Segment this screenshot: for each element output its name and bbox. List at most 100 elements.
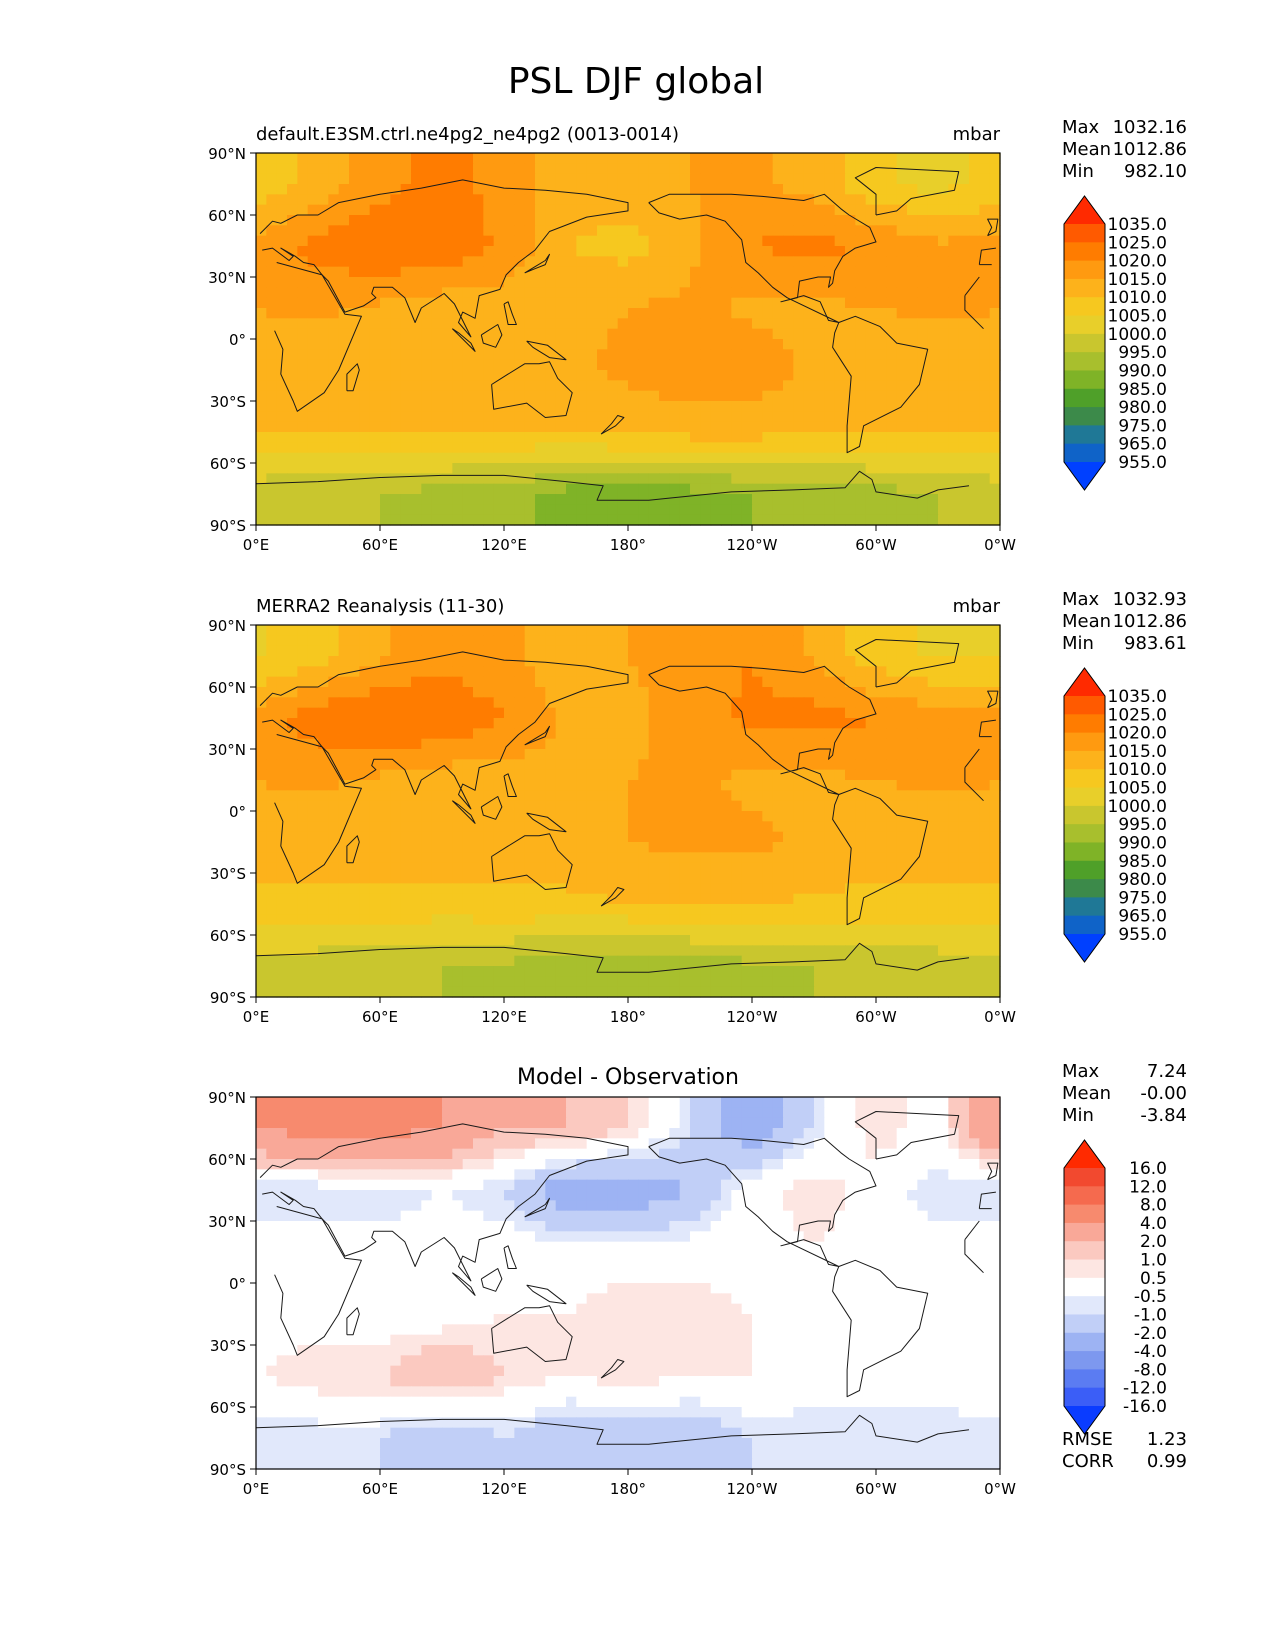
heatmap-cell: [772, 184, 784, 195]
heatmap-cell: [793, 184, 805, 195]
heatmap-cell: [535, 790, 546, 802]
heatmap-cell: [628, 442, 639, 454]
heatmap-cell: [979, 728, 991, 740]
heatmap-cell: [473, 904, 484, 915]
heatmap-cell: [276, 780, 288, 791]
heatmap-cell: [638, 153, 650, 164]
heatmap-cell: [287, 287, 298, 299]
heatmap-cell: [907, 287, 918, 299]
heatmap-cell: [752, 473, 763, 485]
heatmap-cell: [597, 297, 608, 309]
coastline: [274, 262, 984, 412]
heatmap-cell: [721, 421, 732, 433]
heatmap-cell: [741, 769, 753, 781]
heatmap-cell: [524, 452, 536, 464]
heatmap-cell: [493, 831, 505, 843]
heatmap-cell: [886, 380, 898, 392]
heatmap-cell: [876, 914, 887, 926]
heatmap-cell: [266, 194, 278, 206]
heatmap-cell: [648, 297, 660, 309]
heatmap-cell: [576, 318, 588, 330]
colorbar-extend-bottom: [1064, 462, 1105, 490]
heatmap-cell: [566, 194, 577, 206]
heatmap-cell: [762, 494, 774, 505]
heatmap-cell: [597, 380, 608, 392]
heatmap-cell: [638, 432, 650, 443]
heatmap-cell: [473, 883, 484, 895]
heatmap-cell: [752, 297, 763, 309]
heatmap-cell: [421, 204, 433, 216]
heatmap-cell: [731, 666, 743, 678]
heatmap-cell: [524, 287, 536, 299]
heatmap-cell: [690, 738, 701, 750]
heatmap-cell: [845, 883, 856, 895]
heatmap-cell: [431, 914, 443, 926]
heatmap-cell: [597, 935, 608, 946]
heatmap-cell: [793, 821, 805, 833]
heatmap-cell: [514, 390, 526, 402]
colorbar: 1035.01025.01020.01015.01010.01005.01000…: [1063, 195, 1167, 491]
heatmap-cell: [927, 173, 939, 185]
heatmap-cell: [710, 194, 722, 206]
heatmap-cell: [679, 635, 691, 647]
heatmap-cell: [917, 780, 929, 791]
heatmap-cell: [721, 676, 732, 688]
heatmap-cell: [607, 935, 619, 946]
heatmap-cell: [834, 687, 846, 698]
heatmap-cell: [628, 184, 639, 195]
heatmap-cell: [958, 225, 970, 237]
heatmap-cell: [679, 625, 691, 636]
heatmap-cell: [721, 359, 732, 371]
heatmap-cell: [576, 676, 588, 688]
heatmap-cell: [669, 153, 681, 164]
heatmap-cell: [607, 790, 619, 802]
heatmap-cell: [948, 401, 960, 412]
heatmap-cell: [752, 924, 763, 936]
heatmap-cell: [834, 194, 846, 206]
heatmap-cell: [380, 780, 391, 791]
heatmap-cell: [741, 256, 753, 268]
heatmap-cell: [876, 494, 887, 505]
heatmap-cell: [266, 645, 278, 657]
heatmap-cell: [824, 370, 836, 381]
heatmap-cell: [741, 504, 753, 516]
heatmap-cell: [586, 769, 598, 781]
heatmap-cell: [762, 780, 774, 791]
heatmap-cell: [338, 811, 350, 822]
heatmap-cell: [400, 780, 412, 791]
heatmap-cell: [328, 494, 340, 505]
heatmap-cell: [566, 401, 577, 412]
heatmap-cell: [390, 738, 402, 750]
heatmap-cell: [886, 370, 898, 381]
heatmap-cell: [648, 738, 660, 750]
heatmap-cell: [669, 738, 681, 750]
heatmap-cell: [710, 452, 722, 464]
heatmap-cell: [617, 862, 629, 874]
heatmap-cell: [876, 473, 887, 485]
heatmap-cell: [938, 318, 949, 330]
heatmap-cell: [803, 421, 815, 433]
heatmap-cell: [514, 656, 526, 667]
colorbar-label: 1005.0: [1108, 307, 1167, 327]
heatmap-cell: [256, 390, 267, 402]
heatmap-cell: [886, 483, 898, 495]
heatmap-cell: [845, 904, 856, 915]
heatmap-cell: [287, 173, 298, 185]
heatmap-cell: [648, 328, 660, 340]
heatmap-cell: [772, 862, 784, 874]
heatmap-cell: [369, 780, 381, 791]
heatmap-cell: [793, 173, 805, 185]
heatmap-cell: [917, 924, 929, 936]
heatmap-cell: [876, 656, 887, 667]
heatmap-cell: [927, 666, 939, 678]
heatmap-cell: [369, 246, 381, 257]
heatmap-cell: [969, 184, 980, 195]
heatmap-cell: [566, 945, 577, 957]
heatmap-cell: [597, 514, 608, 526]
heatmap-cell: [907, 432, 918, 443]
heatmap-cell: [710, 494, 722, 505]
heatmap-cell: [318, 173, 329, 185]
heatmap-cell: [276, 442, 288, 454]
heatmap-cell: [555, 390, 567, 402]
heatmap-cell: [772, 780, 784, 791]
